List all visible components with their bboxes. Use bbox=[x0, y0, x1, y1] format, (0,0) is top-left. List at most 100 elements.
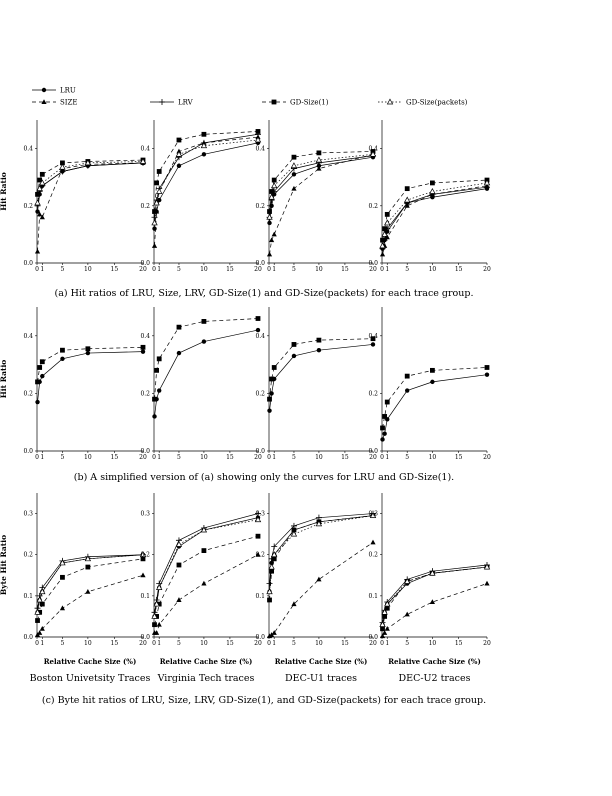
data-point-gd1 bbox=[37, 177, 43, 183]
caption-a: (a) Hit ratios of LRU, Size, LRV, GD-Siz… bbox=[55, 288, 474, 299]
x-tick-label: 1 bbox=[272, 266, 276, 273]
group-label: DEC-U1 traces bbox=[285, 673, 357, 684]
data-point-size bbox=[291, 601, 297, 607]
y-tick-label: 0.2 bbox=[255, 390, 265, 397]
legend-label-lru: LRU bbox=[60, 87, 76, 95]
x-tick-label: 10 bbox=[429, 454, 437, 461]
series-line-gdpackets bbox=[37, 554, 144, 613]
x-tick-label: 5 bbox=[405, 266, 409, 273]
series-line-lru bbox=[37, 162, 144, 212]
y-axis-label: Byte Hit Ratio bbox=[0, 535, 8, 595]
x-tick-label: 5 bbox=[292, 640, 296, 647]
data-point-lru bbox=[267, 220, 272, 226]
data-point-gd1 bbox=[430, 367, 435, 373]
data-point-gd1 bbox=[35, 379, 40, 385]
data-point-gdpackets bbox=[200, 526, 208, 533]
x-tick-label: 1 bbox=[157, 640, 161, 647]
data-point-lru bbox=[85, 350, 91, 356]
y-tick-label: 0.2 bbox=[140, 390, 150, 397]
x-tick-label: 0 bbox=[152, 454, 156, 461]
data-point-lru bbox=[380, 437, 385, 442]
data-point-size bbox=[34, 248, 41, 254]
x-tick-label: 10 bbox=[84, 640, 92, 647]
data-point-gdpackets bbox=[175, 150, 183, 157]
data-point-gd1 bbox=[35, 618, 40, 623]
data-point-size bbox=[140, 572, 146, 578]
caption-c: (c) Byte hit ratios of LRU, Size, LRV, G… bbox=[42, 695, 486, 706]
y-tick-label: 0.0 bbox=[140, 260, 150, 267]
data-point-gd1 bbox=[370, 336, 376, 342]
series-line-lru bbox=[37, 554, 144, 613]
x-tick-label: 20 bbox=[254, 640, 262, 647]
y-tick-label: 0.4 bbox=[140, 146, 150, 153]
data-point-size bbox=[291, 185, 297, 191]
data-point-size bbox=[151, 243, 158, 248]
data-point-gdpackets bbox=[84, 555, 92, 562]
data-point-gdpackets bbox=[384, 219, 391, 226]
legend-marker-lrv bbox=[159, 99, 165, 105]
data-point-size bbox=[201, 580, 207, 586]
data-point-gdpackets bbox=[139, 551, 147, 558]
data-point-gdpackets bbox=[39, 588, 46, 595]
data-point-size bbox=[370, 539, 376, 545]
y-axis-label: Hit Ratio bbox=[0, 172, 8, 211]
series-line-lrv bbox=[269, 513, 374, 584]
legend-label-gdpackets: GD-Size(packets) bbox=[406, 99, 468, 107]
data-point-lru bbox=[152, 226, 157, 231]
data-point-gd1 bbox=[316, 150, 322, 156]
y-tick-label: 0.2 bbox=[255, 203, 265, 210]
legend-marker-size bbox=[41, 99, 47, 104]
series-line-lrv bbox=[382, 186, 488, 249]
panel-a-1: 0.00.20.40 1 5 10 15 20 bbox=[23, 120, 147, 273]
x-tick-label: 0 bbox=[35, 454, 39, 461]
x-tick-label: 0 bbox=[152, 640, 156, 647]
data-point-gdpackets bbox=[153, 199, 160, 206]
data-point-lrv bbox=[255, 510, 261, 517]
data-point-gd1 bbox=[269, 568, 274, 574]
series-line-size bbox=[269, 542, 374, 637]
data-point-gd1 bbox=[156, 169, 162, 174]
series-line-gd1 bbox=[269, 515, 374, 600]
data-point-gdpackets bbox=[384, 600, 391, 607]
x-tick-label: 0 bbox=[267, 640, 271, 647]
x-tick-label: 20 bbox=[483, 266, 491, 273]
data-point-size bbox=[429, 599, 435, 605]
x-tick-label: 5 bbox=[177, 454, 181, 461]
series-line-gd1 bbox=[154, 131, 259, 212]
data-point-gd1 bbox=[380, 237, 385, 243]
data-point-lru bbox=[35, 399, 40, 405]
panel-a-2: 0.00.20.40 1 5 10 15 20 bbox=[140, 120, 262, 273]
x-tick-label: 15 bbox=[341, 454, 349, 461]
x-tick-label: 0 bbox=[380, 454, 384, 461]
data-point-gdpackets bbox=[139, 157, 147, 164]
y-axis-label: Hit Ratio bbox=[0, 360, 8, 399]
y-tick-label: 0.4 bbox=[255, 146, 265, 153]
y-tick-label: 0.1 bbox=[140, 593, 150, 600]
x-tick-label: 20 bbox=[254, 266, 262, 273]
series-line-lrv bbox=[37, 554, 144, 609]
series-line-size bbox=[154, 136, 259, 246]
series-line-gd1 bbox=[269, 151, 374, 212]
data-point-lru bbox=[316, 348, 322, 353]
x-axis-label: Relative Cache Size (%) bbox=[388, 657, 481, 666]
y-tick-label: 0.2 bbox=[368, 203, 378, 210]
y-tick-label: 0.3 bbox=[140, 511, 150, 518]
data-point-gdpackets bbox=[271, 551, 278, 558]
y-tick-label: 0.0 bbox=[368, 634, 378, 641]
legend-label-size: SIZE bbox=[60, 99, 78, 107]
series-line-lru bbox=[154, 142, 259, 229]
series-line-gdpackets bbox=[269, 515, 374, 592]
data-point-size bbox=[39, 625, 45, 631]
x-tick-label: 10 bbox=[315, 640, 323, 647]
data-point-gdpackets bbox=[200, 142, 208, 149]
data-point-lru bbox=[255, 327, 261, 333]
x-tick-label: 20 bbox=[483, 640, 491, 647]
series-line-lru bbox=[37, 351, 144, 403]
data-point-gdpackets bbox=[429, 569, 436, 576]
data-point-gdpackets bbox=[268, 193, 275, 200]
y-tick-label: 0.4 bbox=[368, 333, 378, 340]
data-point-gd1 bbox=[382, 614, 388, 619]
series-line-gdpackets bbox=[382, 182, 488, 246]
data-point-gd1 bbox=[152, 622, 157, 628]
